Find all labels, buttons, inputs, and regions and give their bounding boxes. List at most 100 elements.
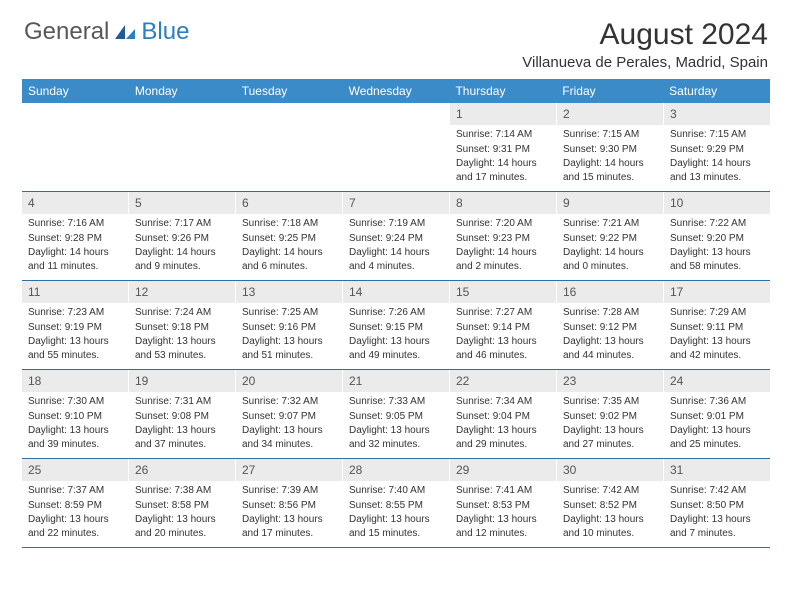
day-cell-8: 8 Sunrise: 7:20 AMSunset: 9:23 PMDaylight… (450, 192, 557, 280)
day-number: 17 (664, 281, 770, 303)
sunset-text: Sunset: 9:15 PM (349, 321, 443, 335)
sunset-text: Sunset: 9:29 PM (670, 143, 764, 157)
sunrise-text: Sunrise: 7:31 AM (135, 395, 229, 409)
sunset-text: Sunset: 8:53 PM (456, 499, 550, 513)
day-content: Sunrise: 7:20 AMSunset: 9:23 PMDaylight:… (450, 217, 556, 278)
day-content: Sunrise: 7:30 AMSunset: 9:10 PMDaylight:… (22, 395, 128, 456)
day-cell-25: 25Sunrise: 7:37 AMSunset: 8:59 PMDayligh… (22, 459, 129, 547)
sunrise-text: Sunrise: 7:21 AM (563, 217, 657, 231)
daylight-text: Daylight: 13 hours and 55 minutes. (28, 335, 122, 362)
day-cell-26: 26Sunrise: 7:38 AMSunset: 8:58 PMDayligh… (129, 459, 236, 547)
day-number: 1 (450, 103, 556, 125)
day-cell-17: 17Sunrise: 7:29 AMSunset: 9:11 PMDayligh… (664, 281, 770, 369)
daylight-text: Daylight: 13 hours and 39 minutes. (28, 424, 122, 451)
day-cell-3: 3 Sunrise: 7:15 AMSunset: 9:29 PMDaylight… (664, 103, 770, 191)
sunset-text: Sunset: 8:56 PM (242, 499, 336, 513)
day-number: 14 (343, 281, 449, 303)
day-cell-7: 7Sunrise: 7:19 AMSunset: 9:24 PMDaylight… (343, 192, 450, 280)
day-content: Sunrise: 7:31 AMSunset: 9:08 PMDaylight:… (129, 395, 235, 456)
sunrise-text: Sunrise: 7:20 AM (456, 217, 550, 231)
empty-day-cell: . (236, 103, 343, 191)
day-cell-24: 24 Sunrise: 7:36 AMSunset: 9:01 PMDayligh… (664, 370, 770, 458)
day-number: 8 (450, 192, 556, 214)
daylight-text: Daylight: 13 hours and 29 minutes. (456, 424, 550, 451)
day-number: 29 (450, 459, 556, 481)
sunset-text: Sunset: 9:20 PM (670, 232, 764, 246)
day-number: 5 (129, 192, 235, 214)
daylight-text: Daylight: 13 hours and 53 minutes. (135, 335, 229, 362)
day-number: 24 (664, 370, 770, 392)
sunset-text: Sunset: 9:10 PM (28, 410, 122, 424)
daylight-text: Daylight: 13 hours and 49 minutes. (349, 335, 443, 362)
day-cell-4: 4Sunrise: 7:16 AMSunset: 9:28 PMDaylight… (22, 192, 129, 280)
sunrise-text: Sunrise: 7:24 AM (135, 306, 229, 320)
day-cell-29: 29 Sunrise: 7:41 AMSunset: 8:53 PMDayligh… (450, 459, 557, 547)
sunrise-text: Sunrise: 7:23 AM (28, 306, 122, 320)
day-cell-16: 16 Sunrise: 7:28 AMSunset: 9:12 PMDayligh… (557, 281, 664, 369)
day-content: Sunrise: 7:42 AMSunset: 8:50 PMDaylight:… (664, 484, 770, 545)
day-number: 13 (236, 281, 342, 303)
day-content: Sunrise: 7:33 AMSunset: 9:05 PMDaylight:… (343, 395, 449, 456)
weekday-header-sunday: Sunday (22, 79, 129, 103)
day-number: 22 (450, 370, 556, 392)
day-number: 18 (22, 370, 128, 392)
sunrise-text: Sunrise: 7:19 AM (349, 217, 443, 231)
sunrise-text: Sunrise: 7:27 AM (456, 306, 550, 320)
daylight-text: Daylight: 14 hours and 15 minutes. (563, 157, 657, 184)
day-cell-19: 19Sunrise: 7:31 AMSunset: 9:08 PMDayligh… (129, 370, 236, 458)
logo: General Blue (24, 18, 189, 46)
day-content: Sunrise: 7:27 AMSunset: 9:14 PMDaylight:… (450, 306, 556, 367)
sunset-text: Sunset: 9:02 PM (563, 410, 657, 424)
title-block: August 2024 Villanueva de Perales, Madri… (522, 18, 768, 71)
weekday-header-thursday: Thursday (449, 79, 556, 103)
daylight-text: Daylight: 13 hours and 17 minutes. (242, 513, 336, 540)
day-content: Sunrise: 7:17 AMSunset: 9:26 PMDaylight:… (129, 217, 235, 278)
day-content: Sunrise: 7:36 AMSunset: 9:01 PMDaylight:… (664, 395, 770, 456)
day-cell-22: 22Sunrise: 7:34 AMSunset: 9:04 PMDayligh… (450, 370, 557, 458)
logo-text-general: General (24, 18, 109, 46)
day-cell-11: 11Sunrise: 7:23 AMSunset: 9:19 PMDayligh… (22, 281, 129, 369)
day-number: 9 (557, 192, 663, 214)
day-content: Sunrise: 7:28 AMSunset: 9:12 PMDaylight:… (557, 306, 663, 367)
day-cell-12: 12Sunrise: 7:24 AMSunset: 9:18 PMDayligh… (129, 281, 236, 369)
sunset-text: Sunset: 9:18 PM (135, 321, 229, 335)
day-number: 16 (557, 281, 663, 303)
day-content: Sunrise: 7:41 AMSunset: 8:53 PMDaylight:… (450, 484, 556, 545)
day-content: Sunrise: 7:39 AMSunset: 8:56 PMDaylight:… (236, 484, 342, 545)
daylight-text: Daylight: 13 hours and 51 minutes. (242, 335, 336, 362)
sunset-text: Sunset: 9:14 PM (456, 321, 550, 335)
sunrise-text: Sunrise: 7:16 AM (28, 217, 122, 231)
logo-text-blue: Blue (141, 18, 189, 46)
day-cell-31: 31Sunrise: 7:42 AMSunset: 8:50 PMDayligh… (664, 459, 770, 547)
sunset-text: Sunset: 9:19 PM (28, 321, 122, 335)
sunset-text: Sunset: 8:58 PM (135, 499, 229, 513)
day-number: 23 (557, 370, 663, 392)
sunset-text: Sunset: 9:05 PM (349, 410, 443, 424)
day-content: Sunrise: 7:15 AMSunset: 9:29 PMDaylight:… (664, 128, 770, 189)
weekday-header-monday: Monday (129, 79, 236, 103)
day-cell-27: 27Sunrise: 7:39 AMSunset: 8:56 PMDayligh… (236, 459, 343, 547)
day-content: Sunrise: 7:22 AMSunset: 9:20 PMDaylight:… (664, 217, 770, 278)
day-number: 21 (343, 370, 449, 392)
day-number: 3 (664, 103, 770, 125)
sunrise-text: Sunrise: 7:36 AM (670, 395, 764, 409)
day-number: 7 (343, 192, 449, 214)
sunrise-text: Sunrise: 7:25 AM (242, 306, 336, 320)
sunrise-text: Sunrise: 7:18 AM (242, 217, 336, 231)
sunrise-text: Sunrise: 7:26 AM (349, 306, 443, 320)
day-cell-2: 2Sunrise: 7:15 AMSunset: 9:30 PMDaylight… (557, 103, 664, 191)
empty-day-cell: . (129, 103, 236, 191)
day-cell-30: 30Sunrise: 7:42 AMSunset: 8:52 PMDayligh… (557, 459, 664, 547)
daylight-text: Daylight: 13 hours and 25 minutes. (670, 424, 764, 451)
day-number: 15 (450, 281, 556, 303)
daylight-text: Daylight: 14 hours and 11 minutes. (28, 246, 122, 273)
sunrise-text: Sunrise: 7:30 AM (28, 395, 122, 409)
daylight-text: Daylight: 13 hours and 42 minutes. (670, 335, 764, 362)
sunrise-text: Sunrise: 7:39 AM (242, 484, 336, 498)
day-number: 4 (22, 192, 128, 214)
daylight-text: Daylight: 13 hours and 15 minutes. (349, 513, 443, 540)
sunset-text: Sunset: 9:25 PM (242, 232, 336, 246)
daylight-text: Daylight: 13 hours and 10 minutes. (563, 513, 657, 540)
daylight-text: Daylight: 14 hours and 2 minutes. (456, 246, 550, 273)
day-number: 26 (129, 459, 235, 481)
